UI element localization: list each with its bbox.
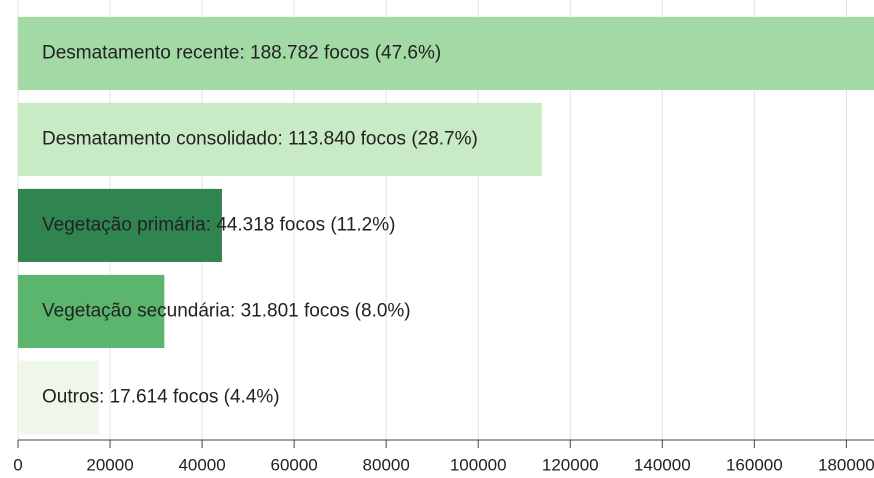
bar [18,188,222,262]
value-label: Vegetação secundária: 31.801 focos (8.0%… [42,300,411,321]
x-tick-label: 60000 [270,455,317,474]
x-tick-label: 20000 [86,455,133,474]
x-tick-label: 100000 [450,455,507,474]
x-tick-label: 40000 [178,455,225,474]
x-tick-label: 160000 [726,455,783,474]
value-label: Outros: 17.614 focos (4.4%) [42,386,280,407]
value-label: Vegetação primária: 44.318 focos (11.2%) [42,214,395,235]
value-label: Desmatamento consolidado: 113.840 focos … [42,128,478,149]
value-label: Desmatamento recente: 188.782 focos (47.… [42,42,441,63]
bar [18,360,100,434]
x-tick-label: 120000 [542,455,599,474]
x-tick-label: 80000 [363,455,410,474]
bar [18,102,542,176]
x-tick-label: 180000 [818,455,874,474]
bar [18,16,874,90]
x-tick-label: 0 [13,455,22,474]
bar [18,274,165,348]
x-tick-label: 140000 [634,455,691,474]
